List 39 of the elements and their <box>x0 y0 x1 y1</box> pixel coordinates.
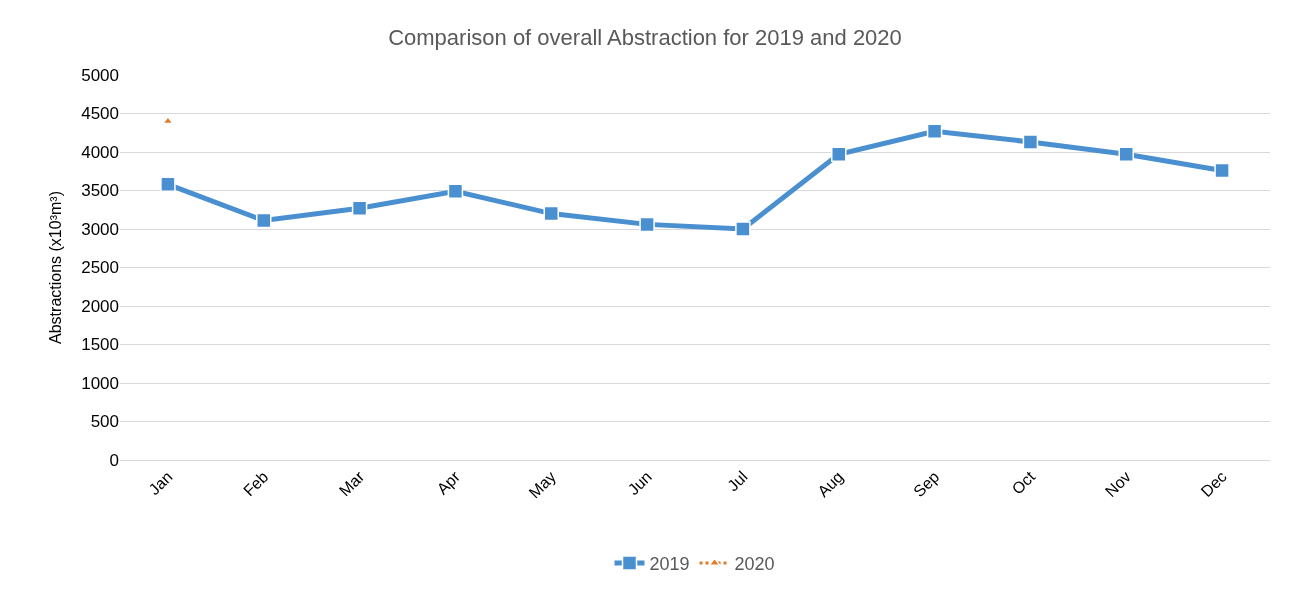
point <box>351 200 368 216</box>
x-tick-label: Jul <box>724 467 751 495</box>
y-tick-label: 2000 <box>81 296 119 316</box>
x-tick-label: Mar <box>335 467 368 500</box>
x-tick-label: May <box>525 467 560 502</box>
legend-label: 2019 <box>649 553 690 574</box>
y-axis-title: Abstractions (x10³m³) <box>47 191 65 344</box>
chart-title: Comparison of overall Abstraction for 2019 and 2020 <box>388 25 902 51</box>
point <box>1022 134 1039 150</box>
x-tick-label: Sep <box>910 467 943 501</box>
y-tick-label: 0 <box>109 450 119 470</box>
y-tick-label: 5000 <box>81 65 119 85</box>
x-tick-label: Feb <box>240 467 272 500</box>
point <box>256 212 272 229</box>
x-tick-label: Nov <box>1101 467 1135 501</box>
x-tick-label: Dec <box>1197 467 1230 501</box>
x-tick-label: Oct <box>1008 467 1039 498</box>
y-tick-label: 2500 <box>81 258 119 278</box>
point <box>831 146 847 163</box>
point <box>160 176 176 193</box>
y-tick-label: 4500 <box>81 104 119 124</box>
y-tick-label: 1500 <box>81 335 119 355</box>
y-tick-label: 500 <box>90 412 119 432</box>
x-tick-label: Apr <box>433 467 464 498</box>
y-tick-label: 1000 <box>81 373 119 393</box>
legend-label: 2020 <box>734 553 775 574</box>
point <box>1118 146 1134 163</box>
y-tick-label: 4000 <box>81 142 119 162</box>
point <box>735 221 751 237</box>
point <box>926 123 943 139</box>
point <box>447 183 464 200</box>
x-tick-label: Aug <box>814 467 847 501</box>
y-tick-label: 3000 <box>81 219 119 239</box>
point <box>1214 162 1230 179</box>
point <box>639 216 655 233</box>
x-tick-label: Jan <box>145 467 176 499</box>
x-tick-label: Jun <box>624 467 655 499</box>
y-tick-label: 3500 <box>81 181 119 201</box>
point <box>543 205 559 222</box>
